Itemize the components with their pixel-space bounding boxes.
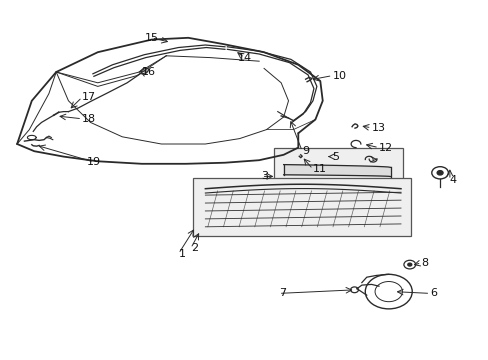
Text: 17: 17 — [82, 92, 96, 102]
Text: 11: 11 — [312, 164, 326, 174]
Text: 2: 2 — [190, 243, 198, 253]
Text: 14: 14 — [237, 53, 251, 63]
Text: 6: 6 — [429, 288, 436, 298]
Text: 4: 4 — [449, 175, 456, 185]
Circle shape — [407, 263, 411, 266]
Bar — [193, 178, 410, 236]
Text: 10: 10 — [332, 71, 346, 81]
Text: 8: 8 — [421, 258, 428, 268]
Text: 7: 7 — [278, 288, 285, 298]
Text: 18: 18 — [82, 114, 96, 124]
Text: 16: 16 — [142, 67, 156, 77]
Circle shape — [436, 171, 442, 175]
Text: 9: 9 — [302, 146, 309, 156]
Text: 3: 3 — [261, 171, 268, 181]
Bar — [273, 148, 403, 189]
Text: 15: 15 — [144, 33, 158, 43]
Text: 5: 5 — [332, 152, 339, 162]
Text: 1: 1 — [178, 249, 185, 259]
Text: 13: 13 — [371, 123, 385, 133]
Text: 12: 12 — [378, 143, 392, 153]
Text: 19: 19 — [87, 157, 101, 167]
